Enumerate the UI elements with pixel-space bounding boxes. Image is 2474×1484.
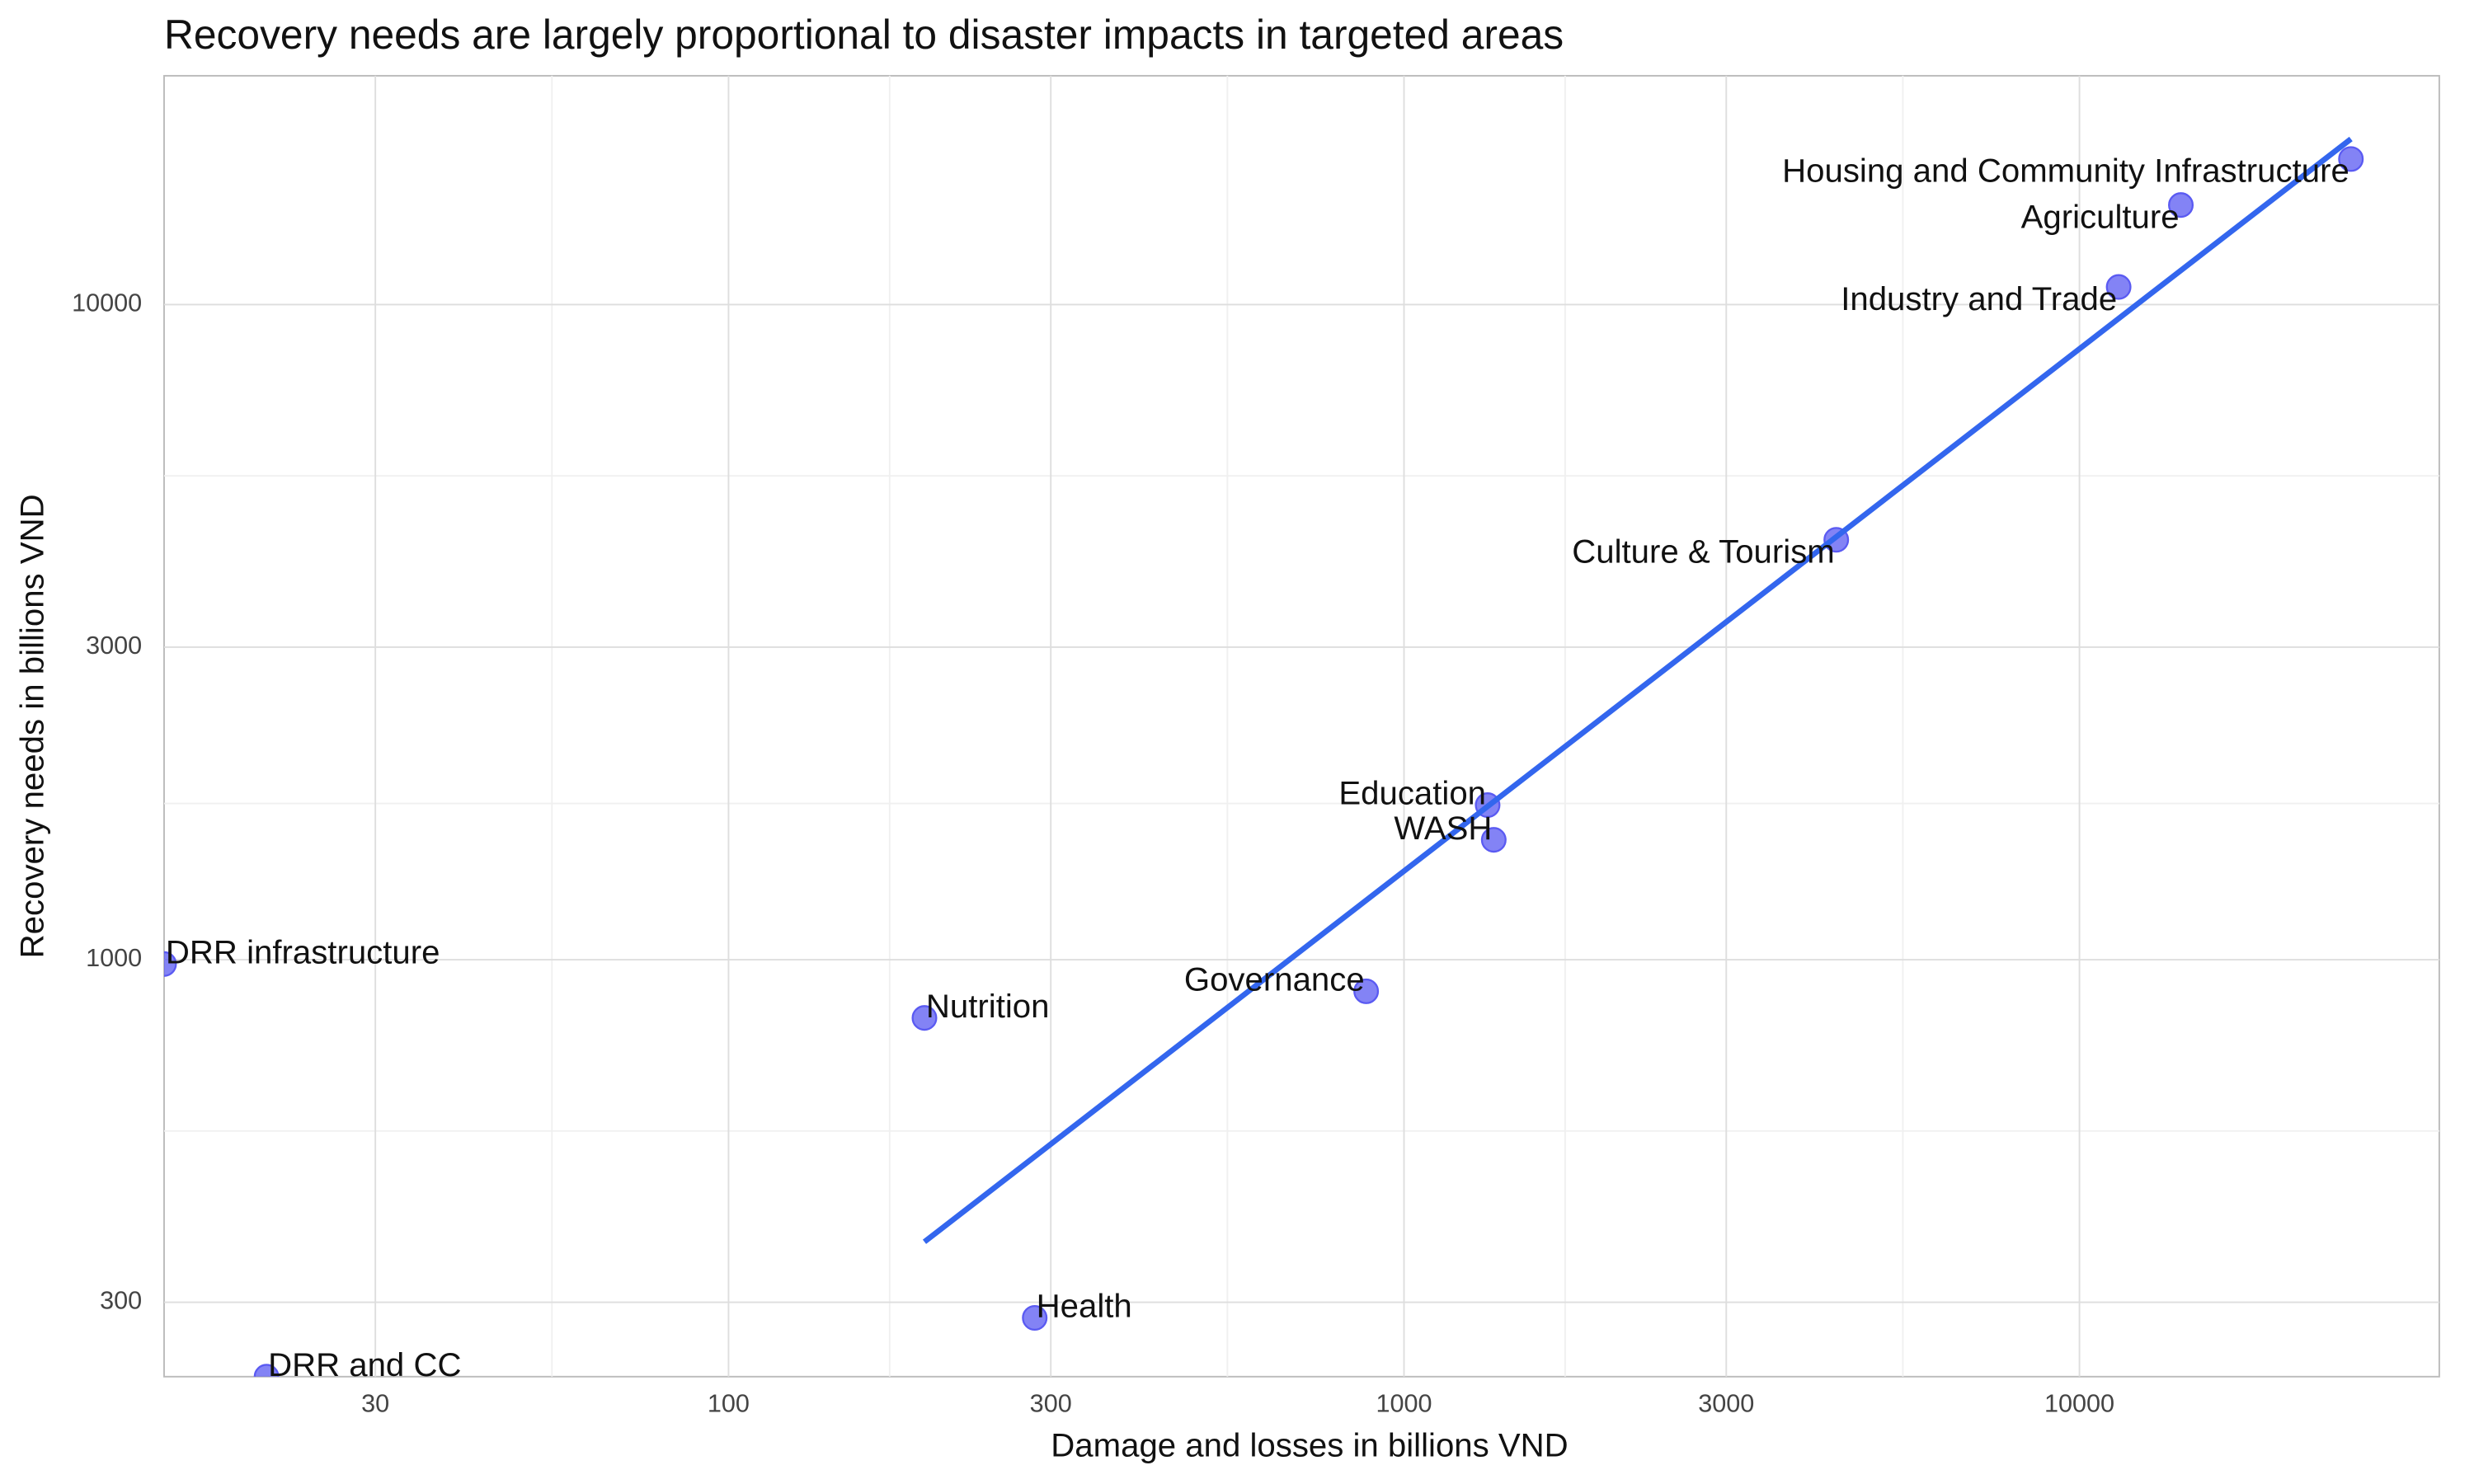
point-label: Agriculture bbox=[2021, 199, 2180, 236]
point-label: Industry and Trade bbox=[1841, 280, 2117, 317]
y-axis-title: Recovery needs in billions VND bbox=[14, 494, 51, 958]
x-tick-label: 1000 bbox=[1376, 1389, 1432, 1417]
point bbox=[1480, 827, 1507, 853]
point-label: Housing and Community Infrastructure bbox=[1782, 153, 2349, 190]
y-tick-label: 3000 bbox=[86, 632, 142, 660]
chart-title: Recovery needs are largely proportional … bbox=[164, 12, 1564, 58]
marks bbox=[163, 136, 2364, 1377]
point bbox=[911, 1005, 938, 1031]
labels: 30 100 300 1000 3000 10000 300 1000 3000 10000 DRR… bbox=[72, 153, 2349, 1418]
x-tick-label: 300 bbox=[1030, 1389, 1072, 1417]
x-tick-label: 30 bbox=[361, 1389, 389, 1417]
trend-line bbox=[922, 136, 2353, 1244]
grid bbox=[163, 75, 2439, 1377]
y-tick-label: 10000 bbox=[72, 289, 142, 317]
point bbox=[1353, 978, 1380, 1004]
point bbox=[2105, 274, 2132, 300]
point-label: WASH bbox=[1394, 810, 1492, 847]
y-tick-label: 1000 bbox=[86, 944, 142, 972]
x-tick-label: 100 bbox=[708, 1389, 750, 1417]
x-tick-label: 3000 bbox=[1698, 1389, 1754, 1417]
y-tick-label: 300 bbox=[100, 1287, 142, 1315]
point-label: Governance bbox=[1184, 960, 1365, 998]
point-label: Culture & Tourism bbox=[1572, 533, 1835, 571]
point bbox=[1022, 1304, 1048, 1331]
x-axis-title: Damage and losses in billions VND bbox=[1051, 1427, 1568, 1464]
point-label: Education bbox=[1338, 775, 1486, 812]
point-label: DRR and CC bbox=[268, 1346, 461, 1383]
point bbox=[2338, 146, 2364, 172]
point-label: DRR infrastructure bbox=[166, 933, 440, 970]
point-label: Nutrition bbox=[926, 988, 1050, 1025]
point bbox=[253, 1364, 280, 1377]
plot-area bbox=[163, 74, 2440, 1378]
point bbox=[163, 951, 177, 977]
point-label: Health bbox=[1037, 1288, 1132, 1325]
point bbox=[2168, 192, 2194, 218]
x-tick-label: 10000 bbox=[2044, 1389, 2114, 1417]
